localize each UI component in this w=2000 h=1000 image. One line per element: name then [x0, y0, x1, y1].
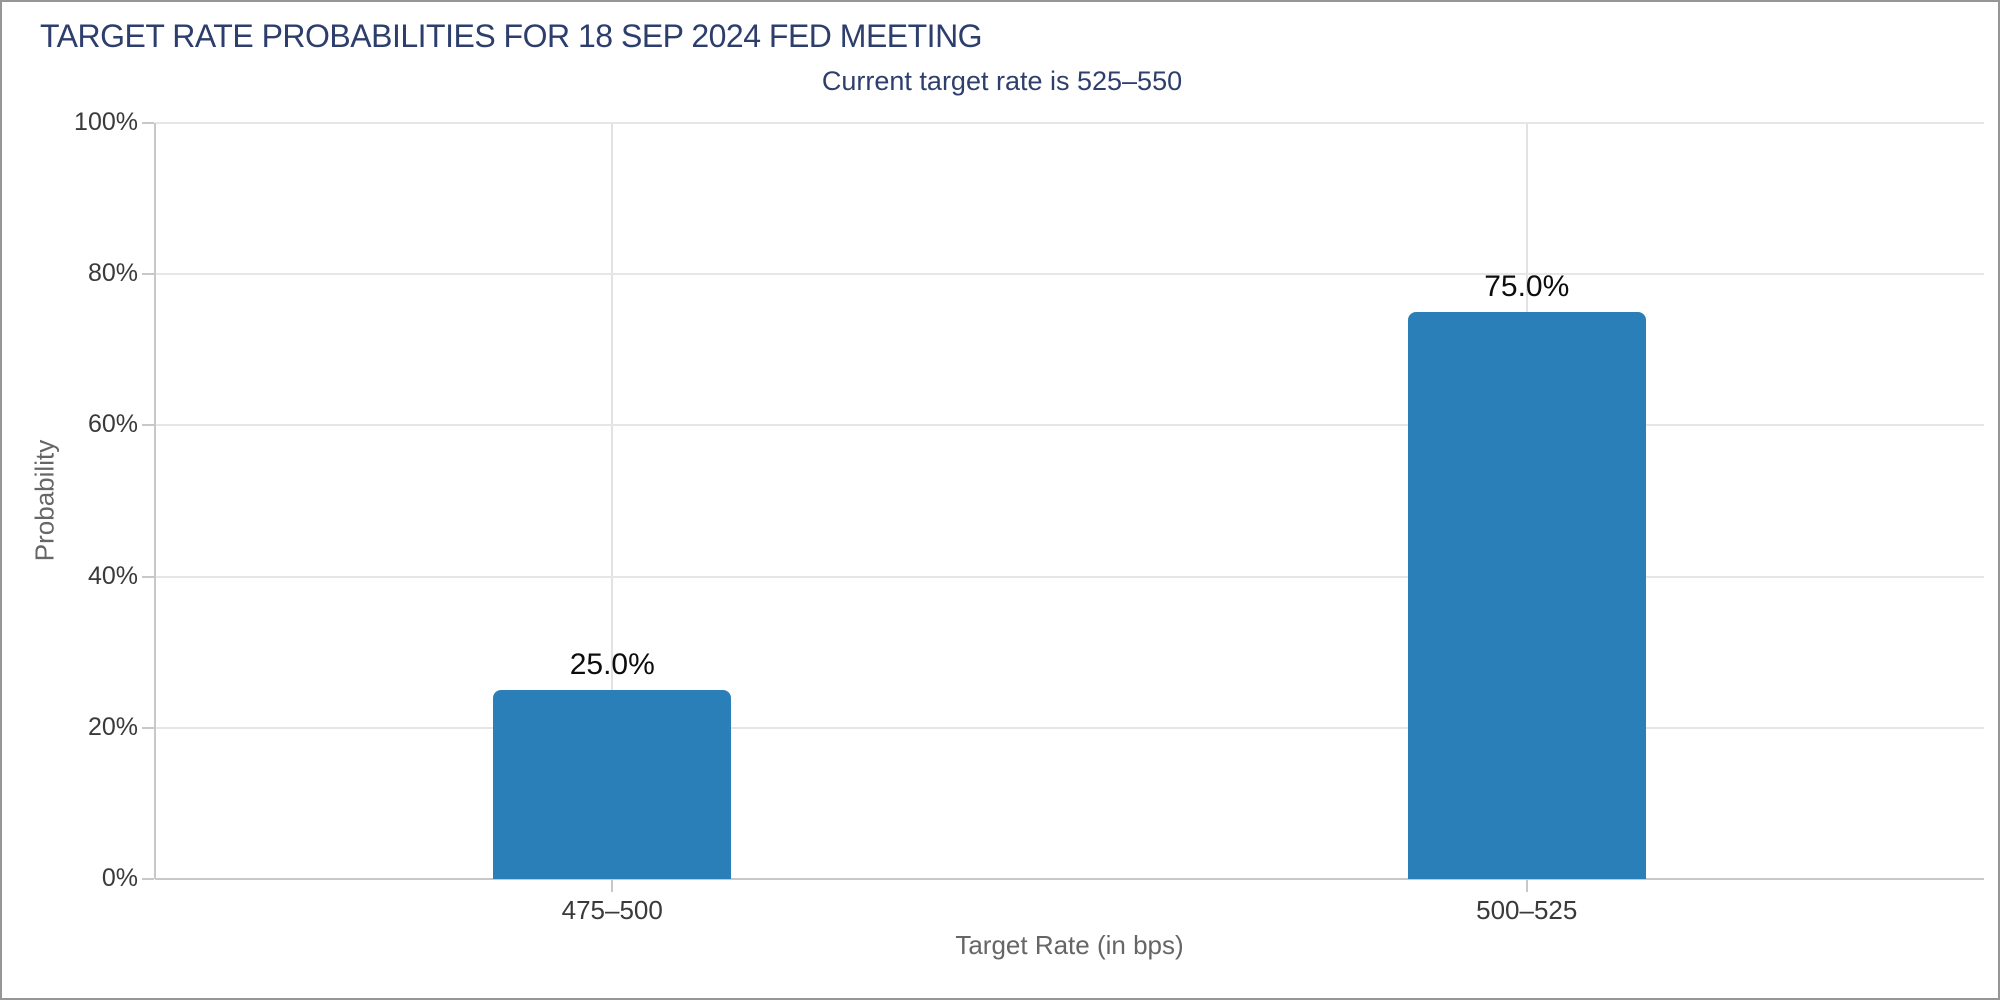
bar-value-label: 75.0%	[1484, 270, 1570, 303]
y-axis-line	[154, 123, 156, 879]
y-axis-tick-label: 100%	[74, 108, 138, 136]
y-axis-tick	[142, 878, 154, 880]
horizontal-gridline	[155, 726, 1984, 729]
y-axis-tick-label: 20%	[87, 712, 138, 741]
y-axis-tick	[142, 726, 154, 729]
horizontal-gridline	[155, 273, 1984, 276]
horizontal-gridline	[155, 122, 1984, 124]
y-axis-tick-label: 80%	[87, 259, 138, 288]
x-axis-title: Target Rate (in bps)	[955, 930, 1184, 960]
chart-title: TARGET RATE PROBABILITIES FOR 18 SEP 202…	[40, 18, 983, 54]
bar-475–500[interactable]	[493, 690, 732, 879]
y-axis-tick	[142, 273, 154, 276]
x-axis-tick	[1525, 880, 1528, 892]
x-axis-tick	[611, 880, 614, 892]
y-axis-tick	[142, 424, 154, 427]
vertical-gridline	[611, 123, 614, 879]
x-axis-line	[155, 878, 1984, 880]
y-axis-tick	[142, 122, 154, 124]
y-axis-title: Probability	[29, 439, 60, 562]
horizontal-gridline	[155, 424, 1984, 427]
y-axis-tick-label: 60%	[87, 410, 138, 439]
y-axis-tick	[142, 575, 154, 578]
x-axis-tick-label: 475–500	[561, 895, 663, 925]
chart-subtitle: Current target rate is 525–550	[821, 66, 1183, 96]
horizontal-gridline	[155, 575, 1984, 578]
bar-value-label: 25.0%	[569, 648, 655, 681]
y-axis-tick-label: 0%	[101, 864, 138, 892]
x-axis-tick-label: 500–525	[1476, 895, 1578, 925]
bar-500–525[interactable]	[1407, 312, 1646, 879]
y-axis-tick-label: 40%	[87, 561, 138, 590]
